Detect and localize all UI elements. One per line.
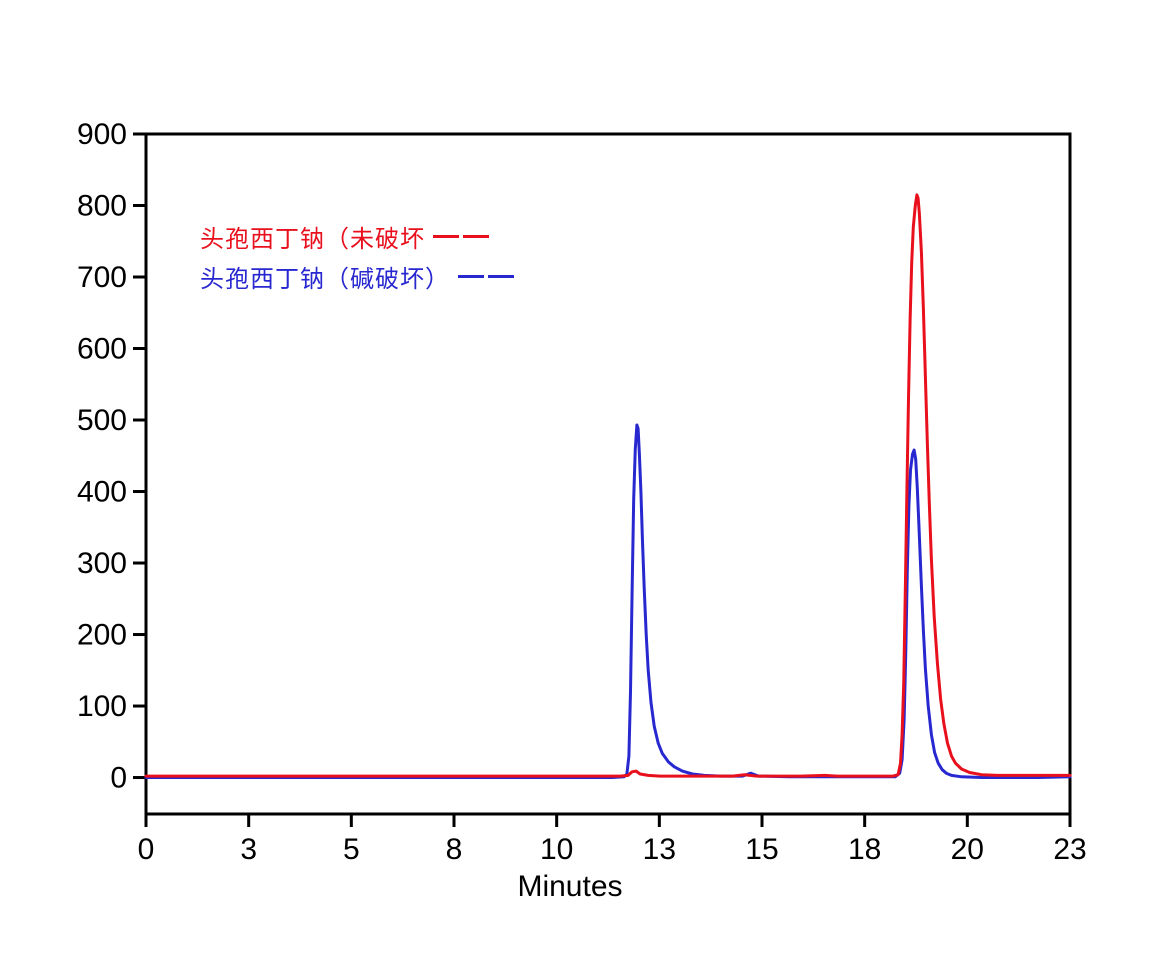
y-tick-label: 0 xyxy=(110,762,127,795)
y-tick-label: 900 xyxy=(77,118,127,151)
x-tick-label: 0 xyxy=(138,833,155,866)
legend-line-marker-intact xyxy=(433,234,489,238)
y-tick-label: 500 xyxy=(77,404,127,437)
y-tick-label: 200 xyxy=(77,619,127,652)
x-tick-label: 5 xyxy=(343,833,360,866)
axis-frame xyxy=(144,132,1072,816)
y-tick-label: 700 xyxy=(77,261,127,294)
trace-alkali-degraded xyxy=(144,423,1072,779)
legend: 头孢西丁钠（未破坏 头孢西丁钠（碱破坏） xyxy=(200,216,514,296)
x-tick-label: 23 xyxy=(1053,833,1086,866)
y-tick-label: 300 xyxy=(77,547,127,580)
legend-label-intact: 头孢西丁钠（未破坏 xyxy=(200,225,425,253)
legend-item-alkali-degraded: 头孢西丁钠（碱破坏） xyxy=(200,256,514,296)
x-tick-label: 18 xyxy=(848,833,881,866)
x-tick-label: 15 xyxy=(745,833,778,866)
x-axis-title: Minutes xyxy=(517,870,623,903)
x-tick-label: 13 xyxy=(643,833,676,866)
y-tick-label: 100 xyxy=(77,690,127,723)
x-tick-label: 8 xyxy=(446,833,463,866)
x-tick-label: 10 xyxy=(540,833,573,866)
trace-intact xyxy=(144,193,1072,778)
x-tick-label: 20 xyxy=(951,833,984,866)
y-tick-label: 800 xyxy=(77,190,127,223)
y-tick-label: 600 xyxy=(77,333,127,366)
legend-item-intact: 头孢西丁钠（未破坏 xyxy=(200,216,514,256)
x-tick-label: 3 xyxy=(240,833,257,866)
y-tick-label: 400 xyxy=(77,476,127,509)
legend-line-marker-alkali-degraded xyxy=(458,274,514,278)
legend-label-alkali-degraded: 头孢西丁钠（碱破坏） xyxy=(200,265,450,293)
